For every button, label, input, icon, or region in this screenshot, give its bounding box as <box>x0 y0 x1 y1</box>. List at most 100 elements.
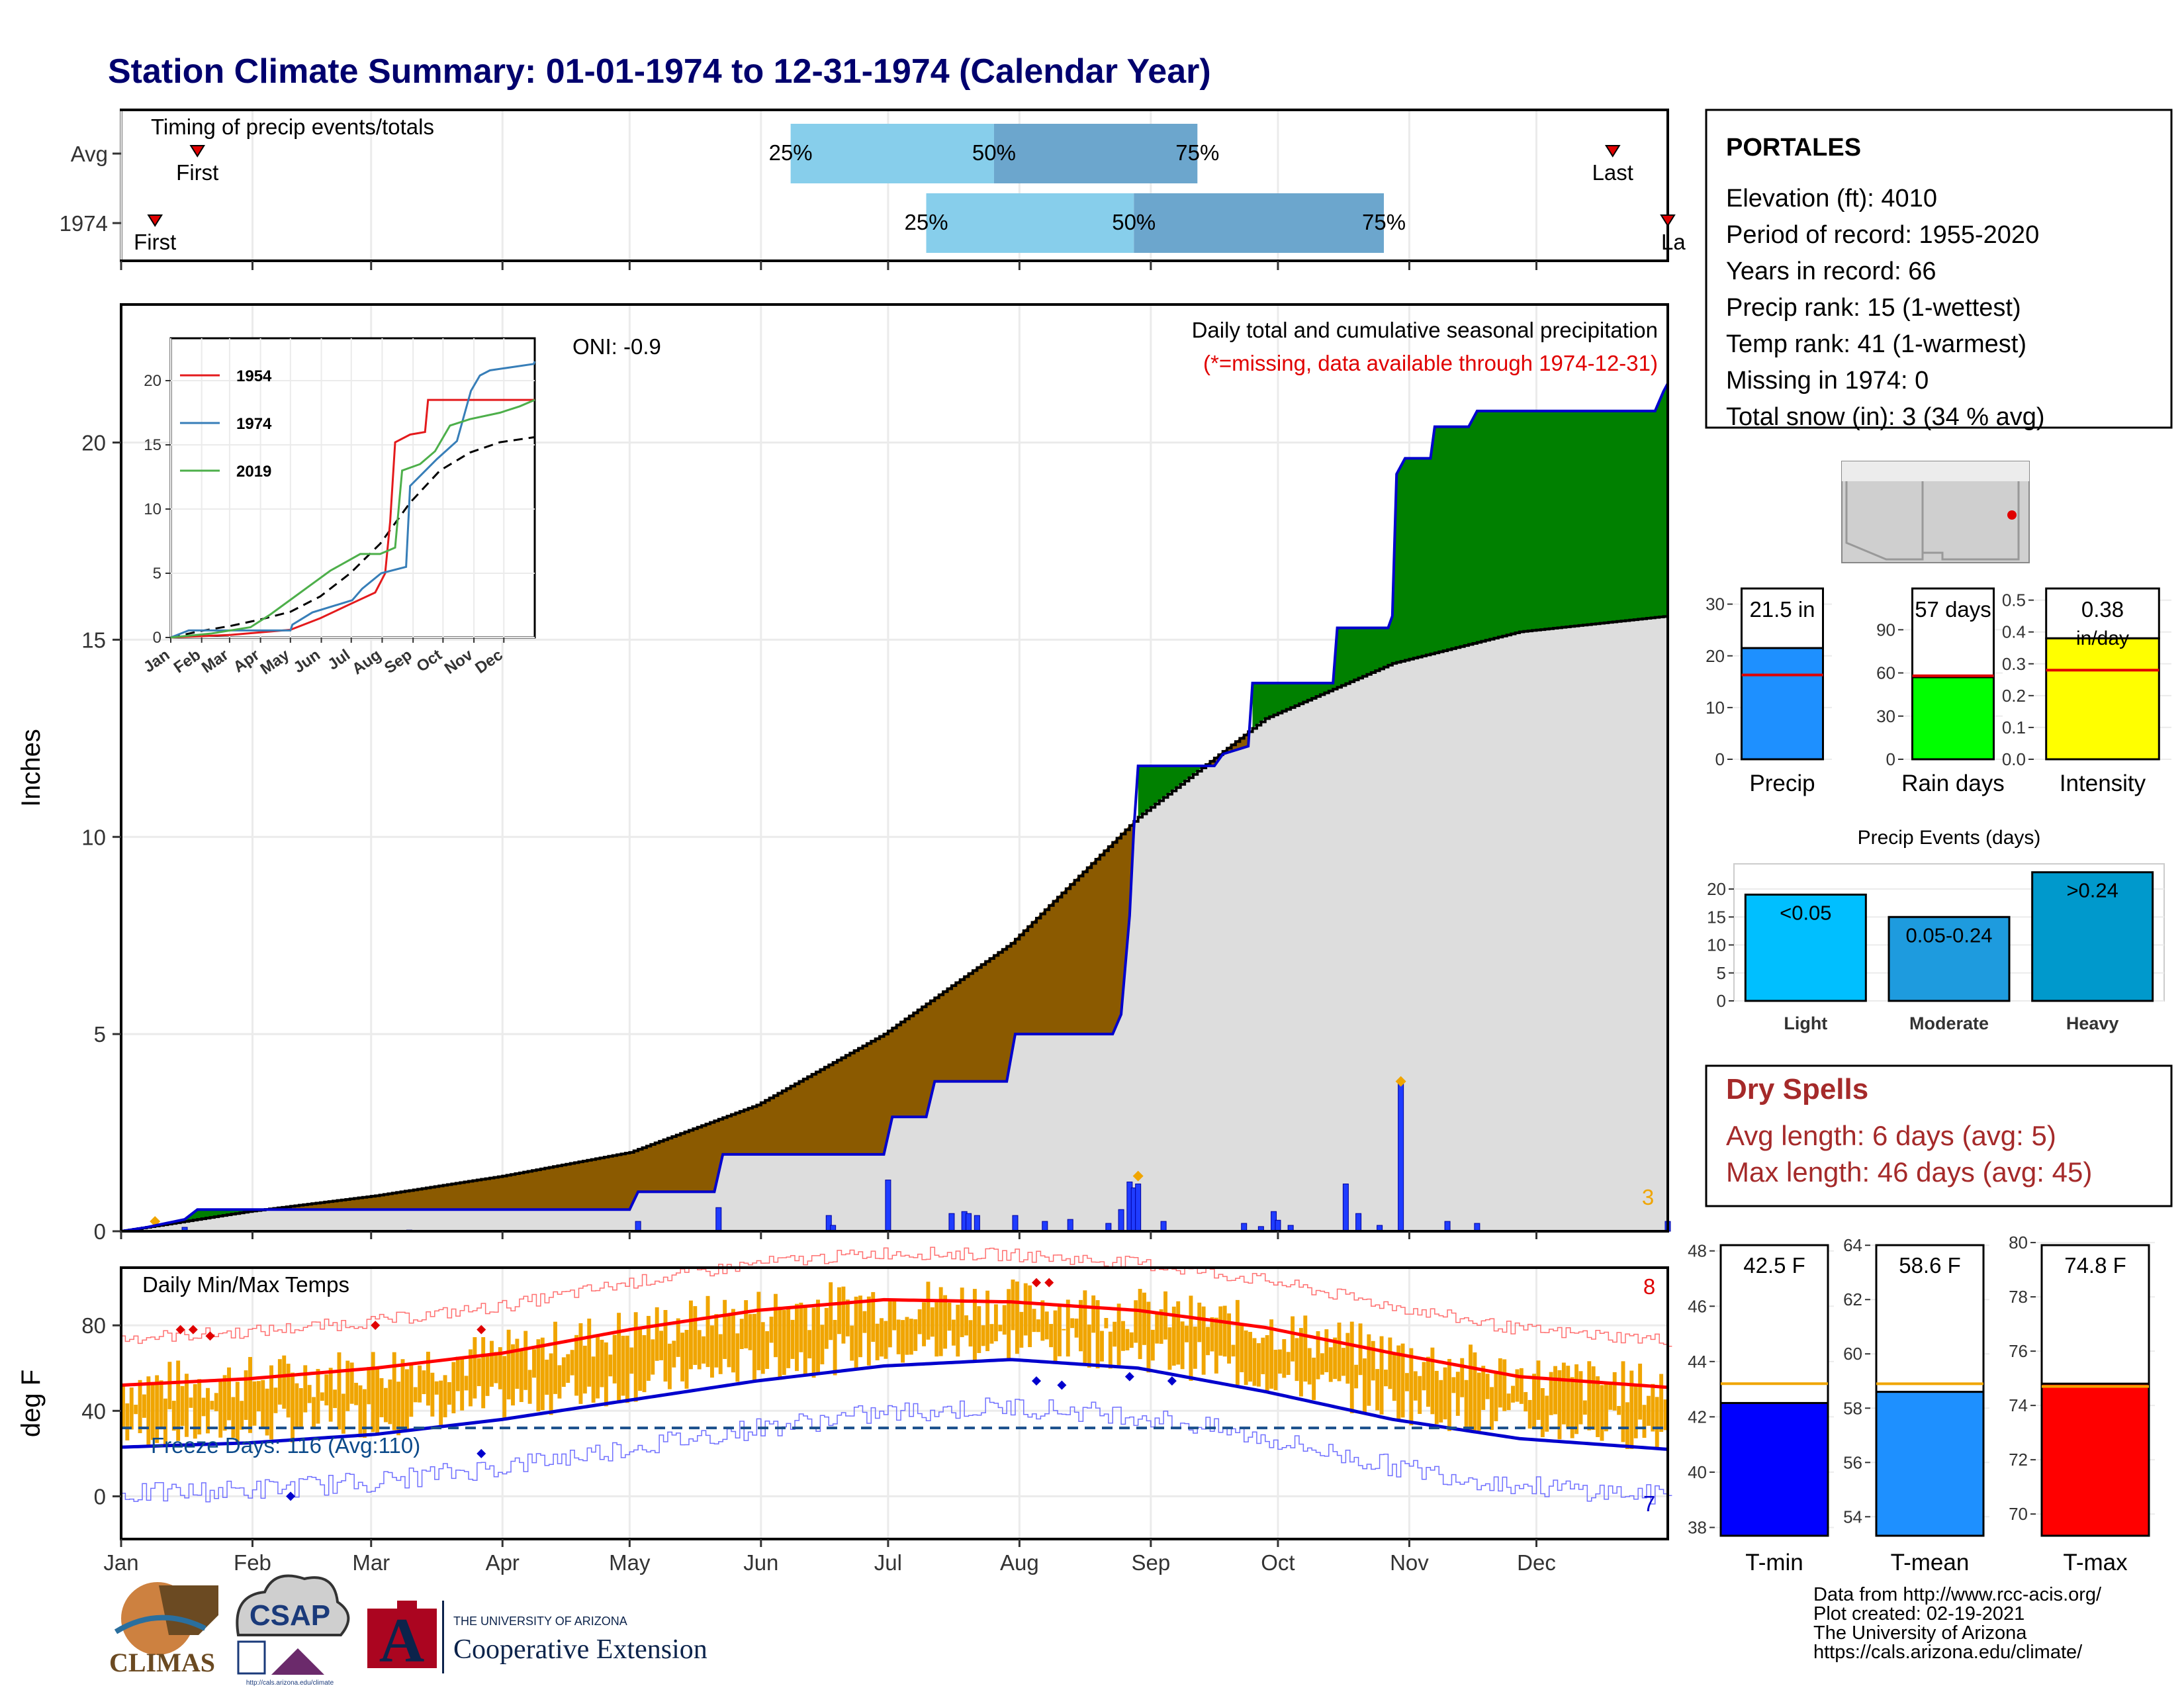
daily-temp-bar <box>1328 1347 1333 1382</box>
daily-temp-bar <box>880 1318 884 1357</box>
events-y-tick-label: 20 <box>1707 879 1726 899</box>
summary-bar-label: Precip <box>1749 771 1815 796</box>
avg-cumulative-line <box>121 615 1669 1233</box>
temp-summary-value-bar <box>2040 1382 2150 1537</box>
temp-panel: 0 40 80 deg F Daily Min/Max Temps Freeze D… <box>17 1246 1672 1540</box>
daily-temp-bar <box>295 1383 299 1429</box>
daily-temp-bar <box>341 1393 345 1434</box>
temp-summary-bars: 38 40 42 44 46 48 42.5 F T-min 54 56 58 60 62 64 58.6 … <box>1688 1233 2155 1575</box>
record-high-marker <box>477 1325 486 1335</box>
daily-temp-bar <box>913 1319 918 1351</box>
ua-line2: Cooperative Extension <box>453 1634 707 1665</box>
inset-legend-label: 2019 <box>236 463 271 481</box>
daily-temp-bar <box>705 1295 710 1368</box>
event-bar <box>2031 871 2154 1002</box>
daily-temp-bar <box>1150 1329 1155 1361</box>
daily-temp-bar <box>1663 1399 1668 1430</box>
daily-temp-bar <box>1040 1300 1045 1341</box>
daily-temp-bar <box>1100 1331 1104 1362</box>
daily-temp-bar <box>1578 1371 1583 1425</box>
inset-legend-label: 1954 <box>236 367 272 385</box>
daily-temp-bar <box>1545 1395 1549 1432</box>
summary-y-tick-label: 0.3 <box>2002 654 2026 674</box>
daily-temp-bar <box>201 1397 206 1417</box>
daily-temp-bar <box>532 1349 536 1378</box>
daily-temp-bar <box>1612 1372 1617 1411</box>
timing-quartile-label: 75% <box>1362 210 1406 234</box>
daily-temp-bar <box>1134 1300 1138 1343</box>
daily-temp-bar <box>795 1303 799 1372</box>
daily-temp-bar <box>977 1306 981 1353</box>
daily-temp-bar <box>244 1370 248 1421</box>
daily-temp-bar <box>709 1325 714 1378</box>
daily-temp-bar <box>837 1287 841 1335</box>
daily-temp-bar <box>430 1372 435 1417</box>
daily-temp-bar <box>1252 1338 1257 1386</box>
daily-temp-bar <box>1058 1303 1062 1356</box>
daily-temp-bar <box>235 1382 240 1443</box>
station-temp-rank: Temp rank: 41 (1-warmest) <box>1726 330 2026 358</box>
daily-temp-bar <box>1430 1347 1435 1415</box>
temp-summary-y-tick-label: 76 <box>2009 1341 2028 1361</box>
timing-quartile-label: 50% <box>972 140 1016 165</box>
summary-value-text: 21.5 in <box>1749 597 1815 622</box>
daily-temp-bar <box>1375 1369 1380 1411</box>
daily-temp-bar <box>511 1344 515 1406</box>
daily-temp-bar <box>455 1356 460 1391</box>
daily-temp-bar <box>1261 1337 1265 1374</box>
daily-temp-bar <box>1011 1279 1015 1331</box>
record-high-line <box>121 1246 1672 1347</box>
daily-precip-bar <box>1067 1219 1073 1232</box>
daily-temp-bar <box>1591 1366 1596 1430</box>
daily-temp-bar <box>862 1311 867 1333</box>
summary-y-tick-label: 20 <box>1706 646 1725 666</box>
inset-y-tick-label: 0 <box>153 629 161 647</box>
station-missing: Missing in 1974: 0 <box>1726 367 1929 395</box>
daily-temp-bar <box>1180 1321 1185 1370</box>
summary-y-tick-label: 0.4 <box>2002 622 2026 642</box>
daily-temp-bar <box>909 1319 913 1355</box>
temp-summary-y-tick-label: 60 <box>1843 1344 1862 1364</box>
daily-temp-bar <box>739 1319 744 1349</box>
daily-temp-bar <box>1036 1319 1040 1333</box>
daily-temp-bar <box>261 1380 265 1428</box>
daily-temp-bar <box>1608 1384 1613 1410</box>
daily-temp-bar <box>502 1356 507 1420</box>
daily-temp-bar <box>1629 1370 1634 1449</box>
daily-temp-bar <box>396 1382 401 1436</box>
daily-temp-bar <box>371 1352 375 1432</box>
daily-temp-bar <box>1185 1325 1189 1342</box>
daily-temp-bar <box>998 1325 1003 1332</box>
daily-temp-bar <box>1396 1345 1401 1420</box>
month-label: Sep <box>1132 1550 1171 1575</box>
temp-summary-y-tick-label: 46 <box>1688 1296 1707 1316</box>
daily-temp-bar <box>1341 1348 1345 1376</box>
daily-temp-bar <box>328 1368 333 1422</box>
event-value-label: >0.24 <box>2066 879 2118 902</box>
daily-temp-bar <box>269 1365 273 1440</box>
daily-temp-bar <box>477 1358 481 1386</box>
daily-temp-bar <box>536 1339 541 1412</box>
daily-temp-bar <box>774 1293 778 1358</box>
daily-temp-bar <box>1363 1358 1367 1415</box>
daily-precip-bar <box>974 1215 980 1232</box>
precip-y-tick-label: 5 <box>94 1022 106 1047</box>
daily-temp-bar <box>1532 1374 1537 1429</box>
daily-temp-bar <box>256 1381 261 1412</box>
daily-temp-bar <box>693 1306 698 1365</box>
daily-temp-bar <box>210 1401 214 1410</box>
daily-temp-bar <box>1053 1310 1058 1362</box>
credit-created: Plot created: 02-19-2021 <box>1813 1603 2025 1624</box>
daily-temp-bar <box>1002 1305 1007 1335</box>
daily-temp-bar <box>655 1307 659 1361</box>
month-label: Jun <box>743 1550 778 1575</box>
daily-temp-bar <box>993 1304 998 1342</box>
summary-unit-text: in/day <box>2076 628 2129 649</box>
temp-bottom-count: 7 <box>1643 1491 1655 1516</box>
daily-precip-bar <box>1355 1213 1362 1232</box>
daily-temp-bar <box>460 1356 465 1411</box>
record-low-marker <box>1167 1376 1177 1386</box>
daily-temp-bar <box>324 1374 329 1406</box>
record-low-line <box>121 1397 1672 1505</box>
daily-temp-bar <box>1193 1327 1197 1369</box>
